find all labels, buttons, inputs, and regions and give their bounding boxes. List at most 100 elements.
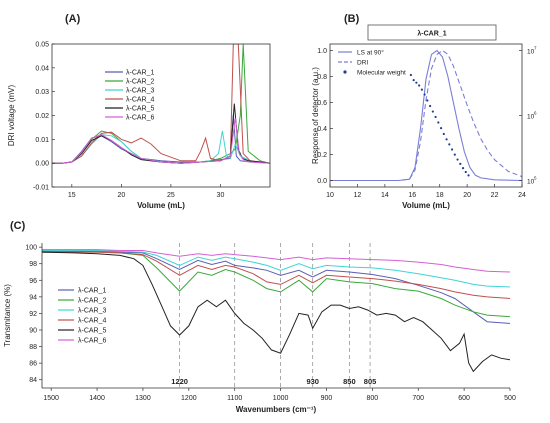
x-tick-label: 12	[354, 192, 362, 199]
legend-entry: λ-CAR_6	[126, 115, 155, 122]
y-tick-label: 0.6	[317, 100, 327, 107]
mw-point	[445, 138, 448, 141]
mw-point	[464, 170, 467, 174]
y-tick-label: 94	[29, 294, 37, 301]
series-line-6	[52, 117, 270, 164]
x-tick-label: 1300	[135, 395, 151, 402]
mw-point	[450, 148, 454, 151]
series-line-3	[42, 250, 510, 288]
x-tick-label: 1500	[43, 395, 59, 402]
mw-point	[434, 115, 437, 119]
y-tick-label: 0.04	[35, 65, 49, 72]
x-tick-label: 20	[463, 192, 471, 199]
legend-entry: λ-CAR_4	[126, 97, 155, 104]
y-tick-label: 96	[29, 278, 37, 285]
x-tick-label: 10	[326, 192, 334, 199]
y-tick-label: 98	[29, 261, 37, 268]
x-tick-label: 24	[518, 192, 526, 199]
x-tick-label: 25	[167, 192, 175, 199]
mw-point	[459, 162, 462, 166]
panel-c-label: (C)	[10, 220, 26, 232]
y-tick-label: 86	[29, 361, 37, 368]
series-line-2	[330, 49, 522, 182]
mw-point	[467, 174, 470, 177]
mw-point	[420, 88, 423, 91]
x-axis-label: Volume (mL)	[402, 201, 450, 210]
legend-entry: λ-CAR_5	[78, 328, 107, 335]
mw-point	[415, 81, 418, 84]
x-tick-label: 1400	[89, 395, 105, 402]
x-tick-label: 1200	[181, 395, 197, 402]
y-tick-label: 0.4	[317, 126, 327, 133]
x-tick-label: 1100	[227, 395, 242, 402]
plot-frame	[51, 43, 271, 188]
legend-entry: LS at 90°	[357, 49, 384, 57]
panel-a: (A) -0.01 0.00 0.01 0.02 0.03 0.04 0.05 15 20 25 30…	[7, 13, 271, 210]
series-line-5	[42, 251, 510, 373]
mw-point	[429, 104, 432, 108]
legend-entry: λ-CAR_3	[78, 308, 107, 315]
y-tick-label: 84	[29, 377, 37, 384]
legend-entry: λ-CAR_1	[126, 70, 155, 77]
x-tick-label: 18	[436, 192, 444, 199]
x-tick-label: 16	[408, 192, 416, 199]
series-group	[52, 44, 270, 164]
mw-point	[437, 121, 440, 124]
series-line-1	[52, 114, 270, 164]
y-tick-label: 1.0	[317, 48, 327, 55]
panel-a-label: (A)	[65, 13, 81, 25]
y2-tick-exponent: 6	[534, 111, 537, 116]
series-line-4	[52, 44, 270, 164]
series-line-2	[42, 251, 510, 318]
series-line-2	[52, 44, 270, 164]
mw-point	[409, 73, 413, 77]
peak-annotation: 1220	[171, 377, 188, 386]
legend-entry: λ-CAR_5	[126, 106, 155, 113]
y-tick-label: 0.2	[317, 152, 327, 159]
y-tick-label: 0.05	[35, 42, 49, 49]
mw-point	[448, 143, 451, 146]
x-tick-label: 500	[504, 395, 516, 402]
x-axis-label: Wavenumbers (cm⁻¹)	[236, 405, 317, 414]
mw-point	[453, 153, 456, 156]
peak-annotation: 850	[343, 377, 356, 386]
y-tick-label: 92	[29, 311, 37, 318]
legend-entry: λ-CAR_2	[126, 79, 155, 86]
series-group	[330, 49, 522, 182]
x-axis-label: Volume (mL)	[137, 201, 185, 210]
y-tick-label: 88	[29, 344, 37, 351]
legend-entry: λ-CAR_4	[78, 318, 107, 325]
chart-title: λ-CAR_1	[417, 30, 446, 38]
x-tick-label: 1000	[273, 395, 289, 402]
y2-tick-exponent: 5	[534, 176, 537, 181]
series-line-1	[330, 49, 522, 182]
mw-point	[461, 167, 465, 170]
mw-point	[412, 79, 415, 82]
mw-point	[439, 126, 443, 130]
y2-tick-label: 10	[527, 179, 535, 186]
y2-tick-label: 10	[527, 114, 535, 121]
legend-entry: DRI	[357, 60, 368, 67]
mw-point	[426, 99, 429, 102]
y2-tick-exponent: 7	[534, 46, 537, 51]
peak-annotation: 930	[306, 377, 319, 386]
legend-entry: Molecular weight	[357, 70, 406, 77]
panel-b: (B) λ-CAR_1 0.0 0.2 0.4 0.6 0.8 1.0 10 12 14 16 18 20…	[311, 13, 537, 210]
legend-entry: λ-CAR_3	[126, 88, 155, 95]
y-tick-label: 0.02	[35, 113, 49, 120]
x-tick-label: 600	[458, 395, 470, 402]
y-tick-label: 90	[29, 328, 37, 335]
y-tick-label: 0.01	[35, 137, 49, 144]
y-tick-label: -0.01	[33, 185, 49, 192]
y-axis-label: Response of detector (a.u.)	[311, 67, 320, 164]
mw-point	[418, 84, 421, 87]
mw-point	[423, 93, 426, 96]
y-axis-label: DRI voltage (mV)	[7, 84, 16, 146]
peak-annotation: 805	[364, 377, 377, 386]
legend-entry: λ-CAR_2	[78, 298, 107, 305]
panel-c: (C) 84 86 88 90 92 94 96 98 100 1500 1400 1300 1200 11…	[3, 220, 516, 414]
title-box	[367, 24, 497, 41]
mw-point	[456, 158, 459, 161]
x-tick-label: 900	[321, 395, 333, 402]
